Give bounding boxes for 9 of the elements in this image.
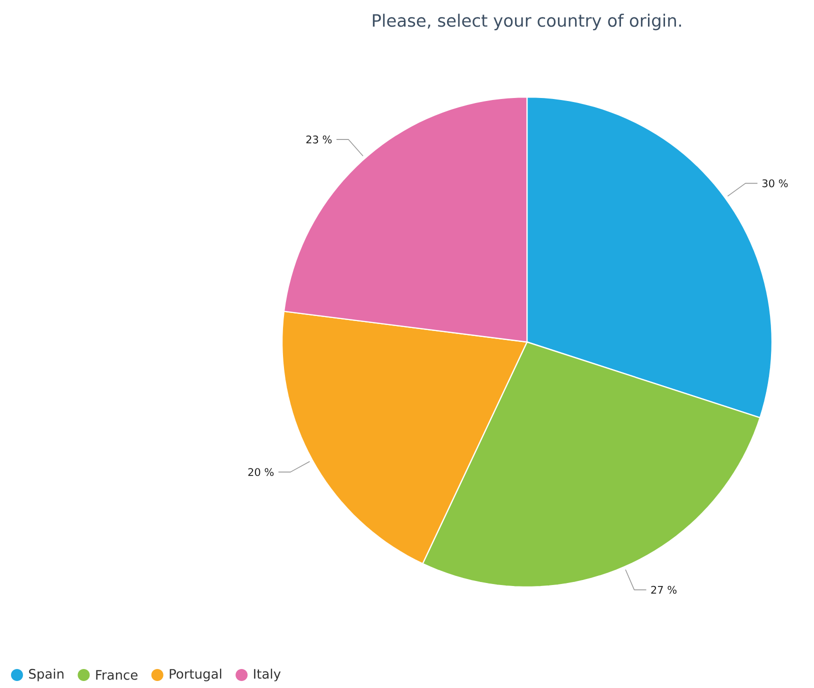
data-label: 27 %	[651, 586, 677, 594]
legend-label: France	[96, 670, 138, 680]
data-label: 20 %	[248, 468, 274, 476]
data-label: 30 %	[762, 179, 788, 188]
legend-label: Italy	[254, 668, 281, 682]
legend-label: Portugal	[170, 668, 222, 682]
data-label: 23 %	[306, 135, 332, 144]
legend-label: Spain	[29, 668, 64, 682]
chart-title: Please, select your country of origin.	[372, 14, 681, 30]
